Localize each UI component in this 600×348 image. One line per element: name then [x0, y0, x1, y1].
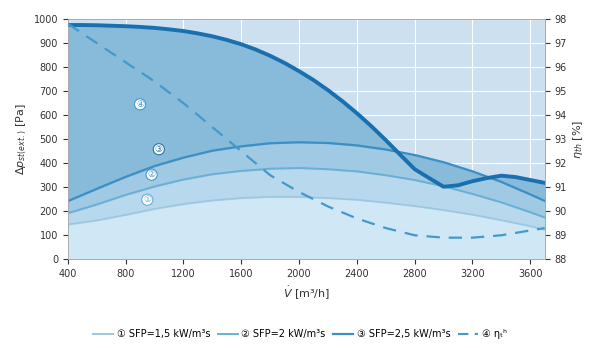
Legend: ① SFP=1,5 kW/m³s, ② SFP=2 kW/m³s, ③ SFP=2,5 kW/m³s, ④ ηₜʰ: ① SFP=1,5 kW/m³s, ② SFP=2 kW/m³s, ③ SFP=…: [89, 325, 511, 343]
Y-axis label: $\Delta p_{st(ext.)}$ [Pa]: $\Delta p_{st(ext.)}$ [Pa]: [15, 103, 29, 175]
Text: ④: ④: [136, 100, 144, 109]
X-axis label: $\dot{V}$ [m³/h]: $\dot{V}$ [m³/h]: [283, 285, 330, 302]
Y-axis label: $\eta_{th}$ [%]: $\eta_{th}$ [%]: [571, 119, 585, 159]
Text: ①: ①: [143, 195, 151, 204]
Text: ②: ②: [148, 170, 155, 179]
Text: ③: ③: [155, 145, 163, 154]
